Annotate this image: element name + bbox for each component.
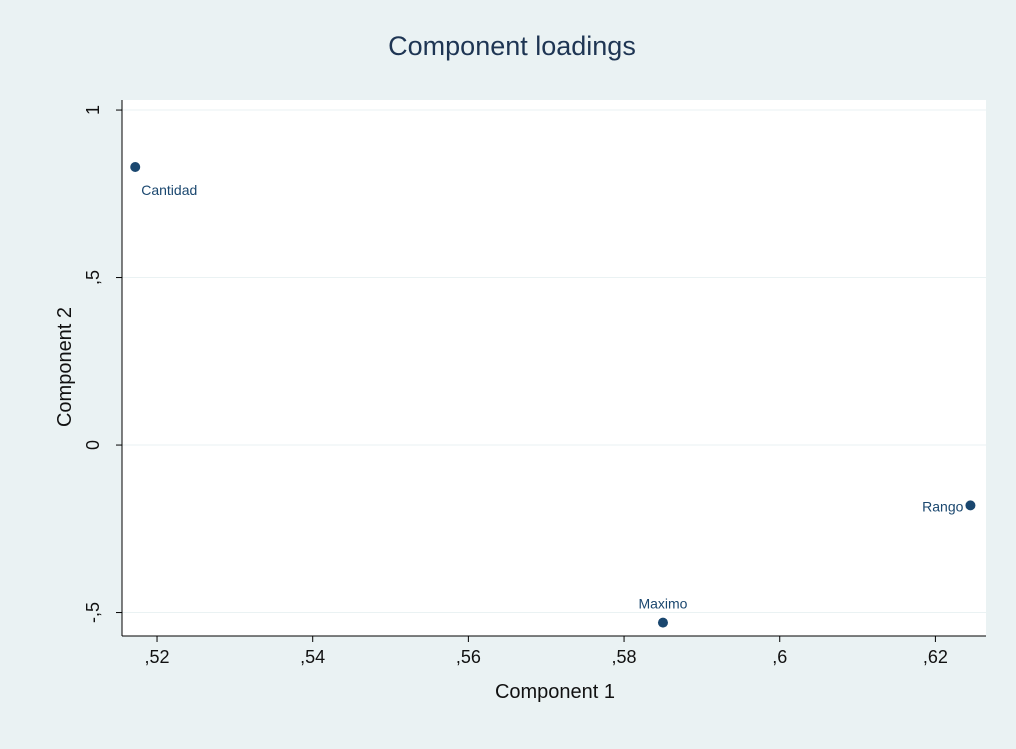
data-point-cantidad [130,162,141,172]
point-label-rango: Rango [922,498,963,514]
data-point-rango [965,500,976,511]
y-tick-label: ,5 [83,270,103,285]
y-tick-label: 1 [83,105,103,115]
x-tick-label: ,56 [456,647,481,667]
data-point-maximo [657,617,668,628]
y-axis-title: Component 2 [54,307,76,427]
x-tick-label: ,58 [612,647,637,667]
x-axis-title: Component 1 [495,681,615,703]
x-tick-label: ,52 [145,647,170,667]
chart-title: Component loadings [388,31,636,61]
y-axis-ticks: -,5 0 ,5 1 [83,105,122,623]
y-tick-label: 0 [83,440,103,450]
data-points: Cantidad Maximo Rango [130,162,976,628]
y-tick-label: -,5 [83,602,103,623]
x-tick-label: ,62 [923,647,948,667]
point-label-maximo: Maximo [638,596,687,612]
x-tick-label: ,6 [772,647,787,667]
x-tick-label: ,54 [300,647,325,667]
point-label-cantidad: Cantidad [141,182,197,198]
plot-area [122,100,986,636]
gridlines [122,109,986,614]
x-axis-ticks: ,52 ,54 ,56 ,58 ,6 ,62 [145,636,948,667]
